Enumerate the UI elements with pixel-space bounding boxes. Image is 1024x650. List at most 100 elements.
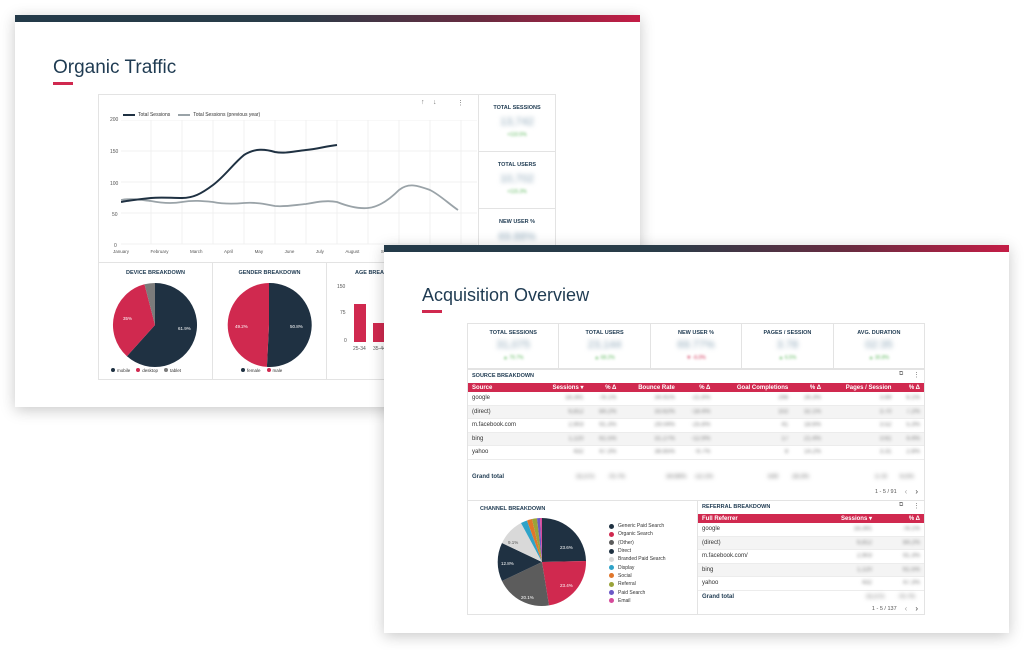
y-tick: 200 xyxy=(110,117,119,123)
table-row[interactable]: (direct) 6,812 84.2% 33.62% -18.4% 102 3… xyxy=(468,405,924,419)
goals-cell: 102 xyxy=(714,405,793,419)
table-row[interactable]: bing 1,120 61.5% 31.27% -12.9% 17 21.4% … xyxy=(468,432,924,446)
sort-down-icon[interactable]: ↓ xyxy=(433,99,437,106)
table-row[interactable]: yahoo 432 47.3% xyxy=(698,576,924,591)
series-previous-year xyxy=(121,184,459,211)
delta-value: 2.8% xyxy=(906,449,920,456)
export-icon[interactable]: ⧉ xyxy=(899,502,904,508)
sessions-value: 1,120 xyxy=(856,566,872,573)
more-options-icon[interactable]: ⋮ xyxy=(913,503,920,510)
legend-dot xyxy=(164,368,169,372)
kpi-value: 69.77% xyxy=(677,339,715,351)
channel-legend: Generic Paid Search Organic Search (Othe… xyxy=(609,522,666,605)
table-row[interactable]: m.facebook.com 2,903 91.3% 29.04% -25.8%… xyxy=(468,418,924,433)
kpi-total-users: TOTAL USERS 23,144 ▲ 68.2% xyxy=(559,324,651,368)
pages-cell: 3.89 xyxy=(825,392,896,406)
delta-value: 26.3% xyxy=(804,395,822,402)
table-row[interactable]: yahoo 432 47.3% 38.85% -9.7% 8 14.2% 3.3… xyxy=(468,445,924,460)
column-header[interactable]: Source xyxy=(468,383,537,392)
y-tick: 100 xyxy=(110,181,119,187)
grand-total-label: Grand total xyxy=(702,594,735,600)
column-header[interactable]: % Δ xyxy=(587,383,621,392)
table-row[interactable]: m.facebook.com/ 2,903 91.3% xyxy=(698,549,924,564)
pages-value: 3.89 xyxy=(879,395,892,402)
y-tick: 150 xyxy=(110,149,119,155)
sort-up-icon[interactable]: ↑ xyxy=(421,99,425,106)
prev-page-icon[interactable]: ‹ xyxy=(904,604,908,613)
kpi-value: 3.78 xyxy=(776,339,799,351)
legend-item: Referral xyxy=(609,580,666,588)
pages-cell: 3.52 xyxy=(825,418,896,433)
legend-label: Generic Paid Search xyxy=(618,523,665,530)
referral-table: Full Referrer Sessions ▾ % Δ google 18,3… xyxy=(698,514,924,591)
sessions-value: 2,903 xyxy=(568,422,584,429)
next-page-icon[interactable]: › xyxy=(915,604,918,613)
bounce-value: 33.62% xyxy=(654,408,675,415)
more-options-icon[interactable]: ⋮ xyxy=(457,100,464,107)
column-header[interactable]: Sessions ▾ xyxy=(801,514,876,523)
delta-cell: 47.3% xyxy=(587,445,621,460)
pages-value: 3.52 xyxy=(879,422,892,429)
pie-label: 61.9% xyxy=(178,326,191,331)
table-row[interactable]: google 18,391 78.1% 34.91% -21.6% 298 26… xyxy=(468,392,924,406)
table-title: REFERRAL BREAKDOWN xyxy=(702,504,771,510)
delta-value: 4.4% xyxy=(906,435,920,442)
bounce-cell: 34.91% xyxy=(620,392,679,406)
column-header[interactable]: % Δ xyxy=(792,383,826,392)
pie-label: 49.2% xyxy=(235,324,248,329)
kpi-new-user-pct: NEW USER % 69.77% ▼ -6.0% xyxy=(651,324,743,368)
kpi-value: 23,144 xyxy=(587,339,622,351)
sessions-cell: 432 xyxy=(801,576,876,591)
more-options-icon[interactable]: ⋮ xyxy=(913,372,920,379)
prev-page-icon[interactable]: ‹ xyxy=(904,487,908,496)
column-header[interactable]: % Δ xyxy=(678,383,715,392)
age-bar xyxy=(373,323,385,342)
delta-cell: 91.3% xyxy=(875,549,924,564)
column-header[interactable]: Bounce Rate xyxy=(620,383,679,392)
source-table: Source Sessions ▾ % Δ Bounce Rate % Δ Go… xyxy=(468,383,924,460)
pie-label: 9.1% xyxy=(508,540,518,545)
column-header[interactable]: % Δ xyxy=(875,514,924,523)
source-cell: yahoo xyxy=(468,445,537,460)
delta-cell: 26.3% xyxy=(792,392,826,406)
goals-value: 17 xyxy=(781,435,789,442)
x-tick: May xyxy=(254,249,264,254)
table-row[interactable]: (direct) 6,812 84.2% xyxy=(698,536,924,550)
goals-cell: 8 xyxy=(714,445,793,460)
column-header[interactable]: % Δ xyxy=(895,383,924,392)
table-header-row: Source Sessions ▾ % Δ Bounce Rate % Δ Go… xyxy=(468,383,924,392)
legend-dot xyxy=(609,540,614,546)
legend-label: tablet xyxy=(170,368,182,373)
table-row[interactable]: google 18,391 78.1% xyxy=(698,523,924,537)
source-cell: bing xyxy=(468,432,537,446)
age-bar xyxy=(354,304,366,342)
legend-label: Email xyxy=(618,597,631,604)
sessions-cell: 18,391 xyxy=(801,523,876,537)
sessions-value: 6,812 xyxy=(568,408,584,415)
column-header[interactable]: Full Referrer xyxy=(698,514,802,523)
delta-cell: 2.8% xyxy=(895,445,924,460)
acquisition-overview-slide: Acquisition Overview TOTAL SESSIONS 31,0… xyxy=(384,245,1009,633)
column-header[interactable]: Sessions ▾ xyxy=(536,383,588,392)
delta-value: -12.9% xyxy=(691,435,711,442)
next-page-icon[interactable]: › xyxy=(915,487,918,496)
column-header[interactable]: Goal Completions xyxy=(714,383,793,392)
delta-value: 6.1% xyxy=(906,395,920,402)
line-chart-plot xyxy=(121,120,477,245)
referrer-cell: (direct) xyxy=(698,536,802,550)
goals-cell: 41 xyxy=(714,418,793,433)
table-row[interactable]: bing 1,120 61.5% xyxy=(698,563,924,577)
delta-value: 5.3% xyxy=(906,422,920,429)
delta-value: 14.2% xyxy=(804,449,822,456)
export-icon[interactable]: ⧉ xyxy=(899,371,904,377)
delta-value: 84.2% xyxy=(902,539,920,546)
sessions-value: 432 xyxy=(573,449,584,456)
legend-dot xyxy=(111,368,115,372)
legend-item: Email xyxy=(609,597,666,605)
pagination-label: 1 - 5 / 91 xyxy=(874,488,897,495)
source-cell: google xyxy=(468,392,537,406)
pie-label: 20.1% xyxy=(521,595,534,600)
column-header[interactable]: Pages / Session xyxy=(825,383,896,392)
delta-value: 18.6% xyxy=(804,422,822,429)
bounce-cell: 38.85% xyxy=(620,445,679,460)
